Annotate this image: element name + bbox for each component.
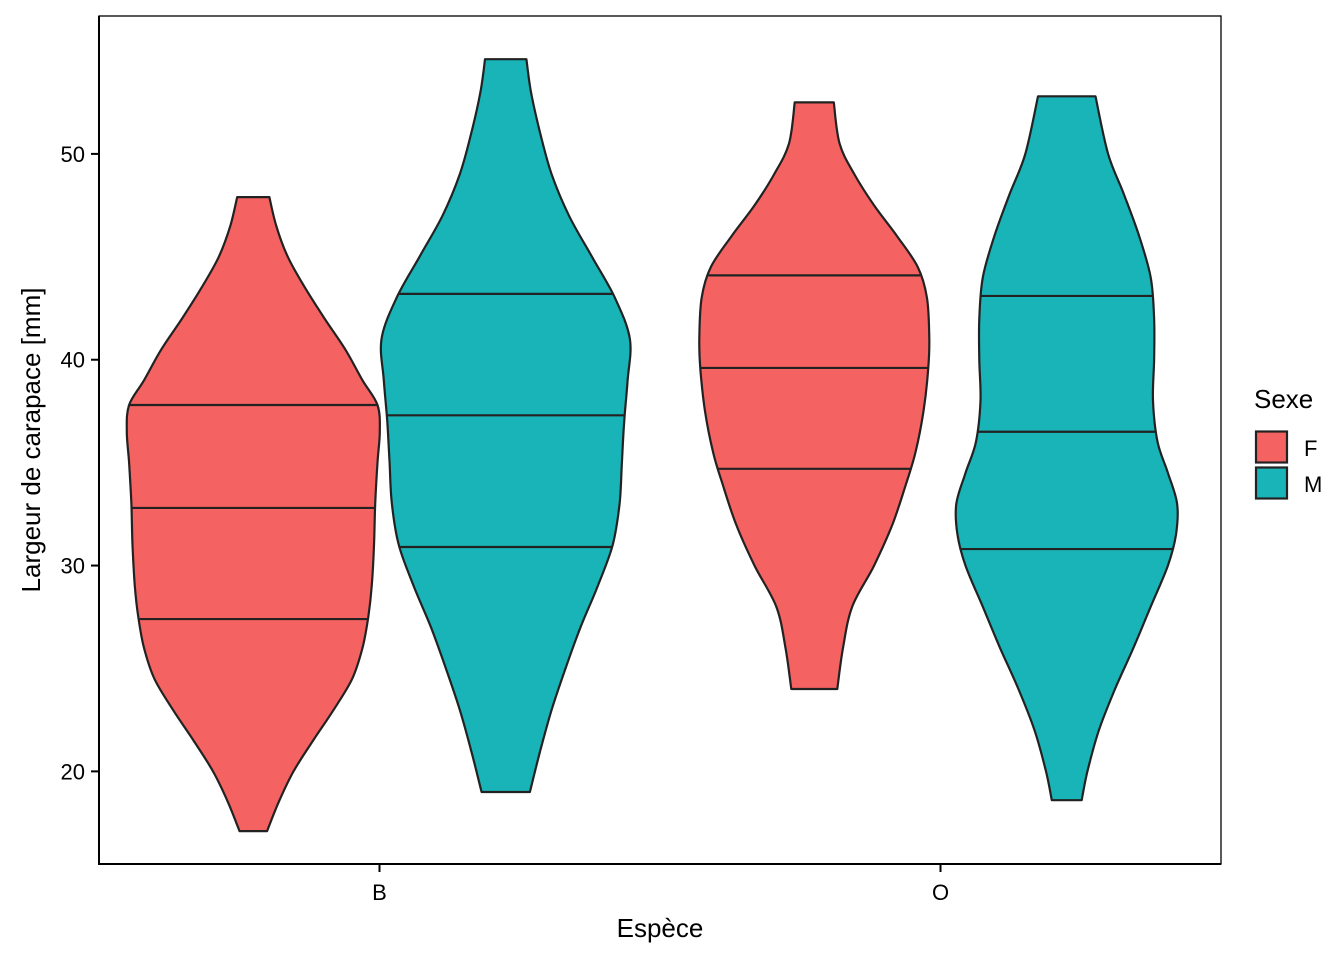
- violin-body: [954, 95, 1179, 802]
- violin-body: [125, 196, 381, 833]
- legend-label-M: M: [1304, 472, 1322, 497]
- legend-key-F: [1254, 430, 1289, 464]
- y-tick-label: 30: [61, 554, 85, 579]
- violin-O-F: [698, 101, 931, 691]
- violin-body: [379, 58, 632, 794]
- x-tick-label: O: [932, 880, 949, 905]
- y-tick-label: 20: [61, 759, 85, 784]
- y-axis-title: Largeur de carapace [mm]: [16, 288, 46, 593]
- violins-group: [125, 58, 1179, 833]
- y-tick-label: 50: [61, 142, 85, 167]
- violin-B-F: [125, 196, 381, 833]
- legend-label-F: F: [1304, 436, 1317, 461]
- legend: Sexe FM: [1254, 384, 1322, 500]
- legend-title: Sexe: [1254, 384, 1313, 414]
- x-axis-title: Espèce: [617, 913, 704, 943]
- y-axis: 20 30 40 50: [61, 142, 99, 784]
- legend-key-M: [1254, 466, 1289, 500]
- y-tick-label: 40: [61, 348, 85, 373]
- violin-O-M: [954, 95, 1179, 802]
- violin-body: [698, 101, 931, 691]
- x-tick-label: B: [372, 880, 387, 905]
- violin-B-M: [379, 58, 632, 794]
